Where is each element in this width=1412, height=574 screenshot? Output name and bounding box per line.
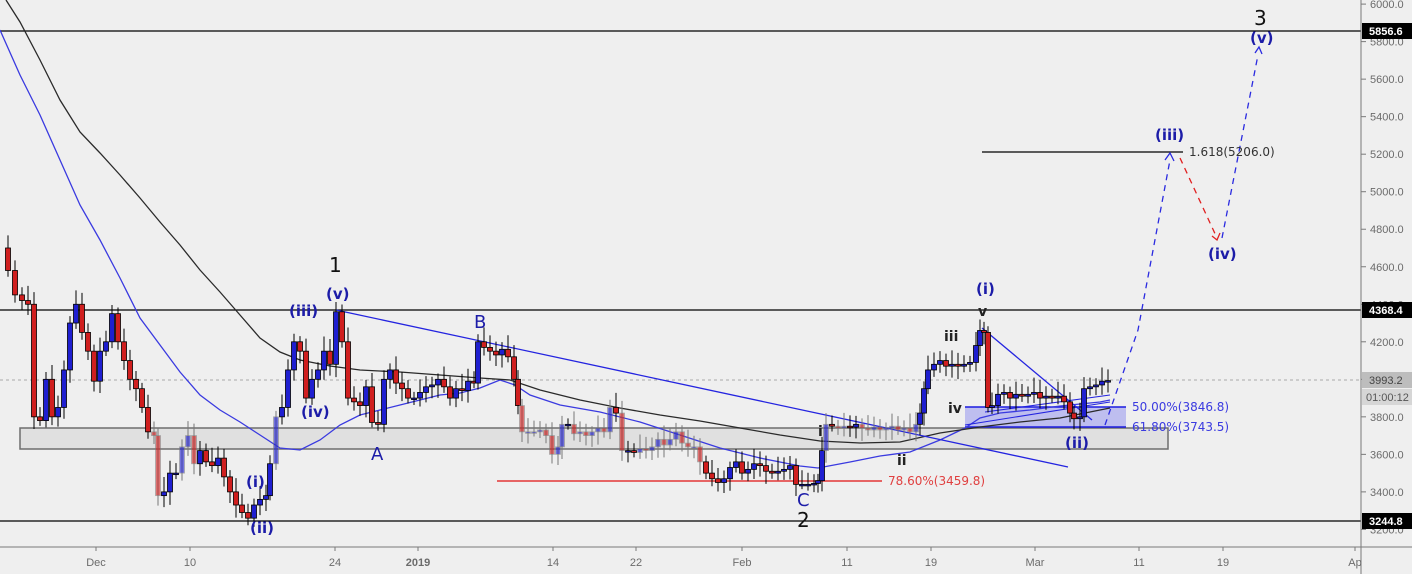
price-tick-label: 5200.0 xyxy=(1370,149,1404,161)
time-tick-label: 2019 xyxy=(406,557,430,569)
wave-label-v-1: (v) xyxy=(326,285,350,303)
arrowhead-v xyxy=(1254,45,1263,55)
time-tick-label: 10 xyxy=(184,557,196,569)
wave-label-minor-iii: iii xyxy=(944,329,958,345)
projection-to-iii xyxy=(1104,159,1171,426)
price-tag-3244 xyxy=(1362,513,1412,529)
price-axis[interactable]: 3200.03400.03600.03800.04000.04200.04400… xyxy=(1360,0,1412,574)
wave-label-A: A xyxy=(371,444,384,465)
last-price-text: 3993.2 xyxy=(1369,375,1403,387)
wave-label-i-2: (i) xyxy=(976,280,995,298)
time-tick-label: Mar xyxy=(1026,557,1045,569)
wave-label-iii-2: (iii) xyxy=(1155,126,1184,144)
price-tick-label: 5600.0 xyxy=(1370,74,1404,86)
price-tick-label: 6000.0 xyxy=(1370,0,1404,11)
fib-50-label: 50.00%(3846.8) xyxy=(1132,400,1229,414)
wave-label-ii-1: (ii) xyxy=(250,519,274,537)
last-price-tag xyxy=(1362,372,1412,388)
wave-label-minor-ii: ii xyxy=(897,453,907,469)
wave-label-B: B xyxy=(474,312,486,333)
wave-label-C: C xyxy=(797,490,810,511)
time-tick-label: 22 xyxy=(630,557,642,569)
price-tick-label: 3600.0 xyxy=(1370,449,1404,461)
time-tick-label: 11 xyxy=(1133,557,1144,569)
wave-label-v-2: (v) xyxy=(1250,29,1274,47)
time-tick-label: Dec xyxy=(86,557,106,569)
wave-label-iv-1: (iv) xyxy=(301,403,330,421)
wave-label-minor-iv: iv xyxy=(948,401,962,417)
trendline-top xyxy=(335,309,1069,468)
time-axis[interactable]: Dec 10 24 2019 14 22 Feb 11 19 Mar 11 19 Ap xyxy=(0,546,1412,569)
price-tag-5856-text: 5856.6 xyxy=(1369,26,1403,38)
price-tick-label: 4600.0 xyxy=(1370,262,1404,274)
countdown-tag xyxy=(1362,389,1412,405)
price-tag-4368 xyxy=(1362,302,1412,318)
countdown-text: 01:00:12 xyxy=(1366,392,1409,404)
wave-label-minor-v: v xyxy=(978,304,987,320)
price-tag-4368-text: 4368.4 xyxy=(1369,305,1404,317)
wave-label-i-1: (i) xyxy=(246,473,265,491)
price-tick-label: 4200.0 xyxy=(1370,337,1404,349)
wave-label-minor-i: i xyxy=(818,424,823,440)
support-zone xyxy=(19,427,1169,450)
fib-786-label: 78.60%(3459.8) xyxy=(888,474,985,488)
fib-618-label: 61.80%(3743.5) xyxy=(1132,420,1229,434)
price-tick-label: 3400.0 xyxy=(1370,487,1404,499)
time-tick-label: 19 xyxy=(925,557,937,569)
price-tag-3244-text: 3244.8 xyxy=(1369,516,1403,528)
time-tick-label: Feb xyxy=(733,557,752,569)
price-tick-label: 5800.0 xyxy=(1370,37,1404,49)
wave-label-1: 1 xyxy=(329,253,342,277)
time-tick-label: Ap xyxy=(1348,557,1361,569)
arrowhead-iv xyxy=(1211,232,1221,242)
projection-to-v xyxy=(1221,54,1259,239)
price-tick-label: 3800.0 xyxy=(1370,412,1404,424)
time-tick-label: 19 xyxy=(1217,557,1229,569)
wave-label-iv-2: (iv) xyxy=(1208,245,1237,263)
channel-upper xyxy=(984,394,1111,413)
price-tick-label: 5400.0 xyxy=(1370,112,1404,124)
price-tick-label: 4800.0 xyxy=(1370,224,1404,236)
price-tag-5856 xyxy=(1362,23,1412,39)
projection-to-iv xyxy=(1179,157,1218,239)
wave-label-3: 3 xyxy=(1254,6,1267,30)
wave-label-2: 2 xyxy=(797,508,810,532)
wave-label-ii-2: (ii) xyxy=(1065,434,1089,452)
trendline-i-ii xyxy=(981,327,1093,421)
time-tick-label: 14 xyxy=(547,557,559,569)
arrowhead-iii xyxy=(1164,151,1175,162)
time-tick-label: 24 xyxy=(329,557,341,569)
fib-1618-label: 1.618(5206.0) xyxy=(1189,145,1275,159)
price-tick-label: 5000.0 xyxy=(1370,187,1404,199)
candlesticks xyxy=(5,235,1111,527)
wave-label-iii-1: (iii) xyxy=(289,302,318,320)
time-tick-label: 11 xyxy=(841,557,852,569)
ma-black xyxy=(5,0,1111,444)
